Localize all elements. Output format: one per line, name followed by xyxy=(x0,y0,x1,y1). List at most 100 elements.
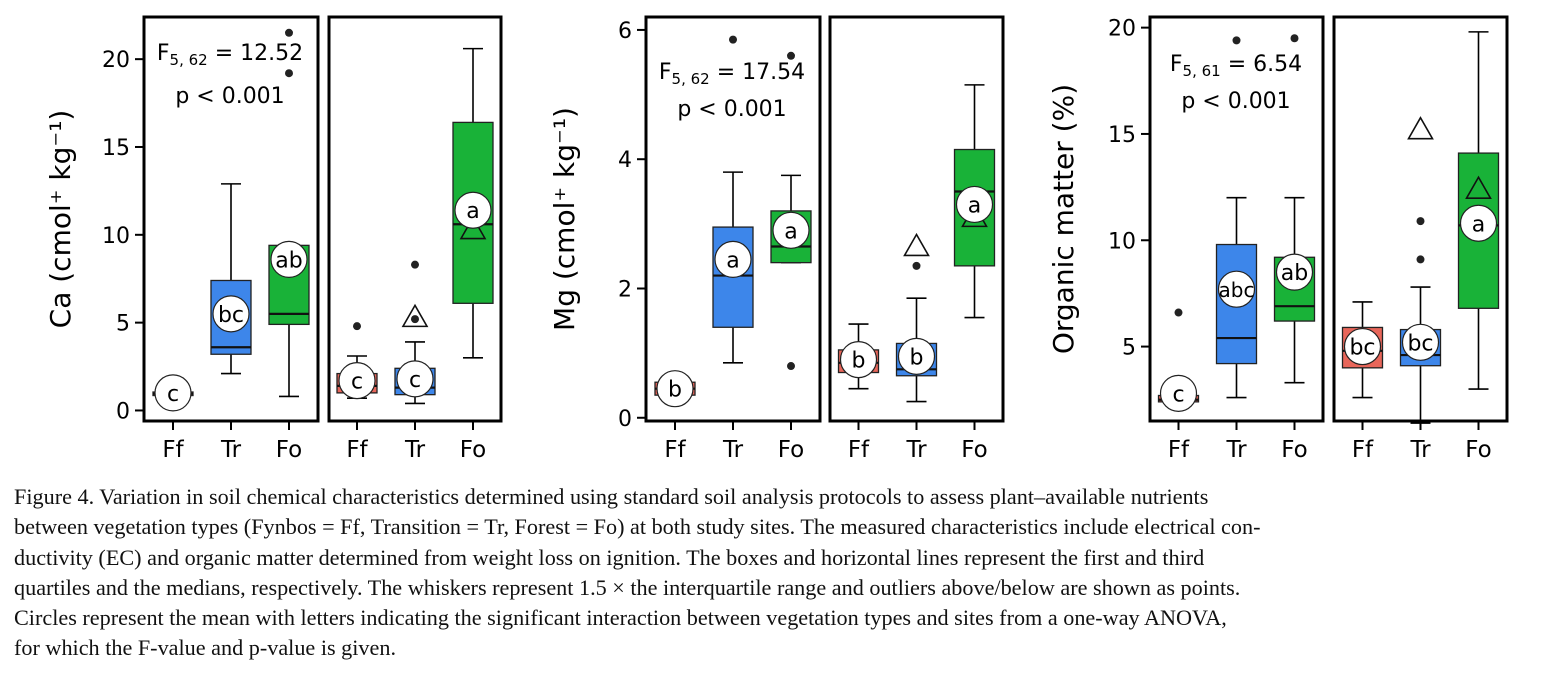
y-tick-label: 10 xyxy=(1108,229,1136,254)
caption-line: Figure 4. Variation in soil chemical cha… xyxy=(14,484,1209,509)
y-axis-label: Organic matter (%) xyxy=(1047,84,1080,354)
x-tick-label: Fo xyxy=(460,437,486,463)
x-tick-label: Ff xyxy=(848,437,870,463)
mean-circle xyxy=(154,374,192,412)
x-tick-label: Fo xyxy=(1281,437,1307,463)
p-value: p < 0.001 xyxy=(1181,89,1290,114)
x-tick-label: Ff xyxy=(162,437,184,463)
y-tick-label: 0 xyxy=(116,399,130,424)
outlier-point xyxy=(787,51,795,60)
x-tick-label: Ff xyxy=(346,437,368,463)
significance-letter: b xyxy=(668,378,682,403)
outlier-point xyxy=(285,28,293,37)
mean-circle xyxy=(1401,323,1440,361)
significance-letter: c xyxy=(409,368,421,393)
mean-circle xyxy=(1217,270,1256,308)
y-tick-label: 5 xyxy=(1122,336,1136,361)
mean-circle xyxy=(839,340,878,379)
mean-circle xyxy=(656,370,694,408)
y-tick-label: 15 xyxy=(102,136,130,161)
outlier-point xyxy=(1416,255,1425,264)
outlier-point xyxy=(1174,308,1183,317)
y-axis-label: Mg (cmol⁺ kg⁻¹) xyxy=(548,107,581,331)
y-tick-label: 2 xyxy=(618,277,632,302)
caption-line: for which the F-value and p-value is giv… xyxy=(14,635,397,661)
triangle-marker xyxy=(903,232,930,257)
outlier-point xyxy=(787,362,795,371)
significance-letter: bc xyxy=(218,303,244,328)
y-tick-label: 5 xyxy=(116,312,130,337)
outlier-point xyxy=(729,35,737,44)
outlier-point xyxy=(1290,34,1299,43)
outlier-point xyxy=(1416,217,1425,226)
x-tick-label: Ff xyxy=(664,437,686,463)
x-tick-label: Tr xyxy=(722,437,744,463)
significance-letter: c xyxy=(351,370,363,395)
x-tick-label: Ff xyxy=(1352,437,1374,463)
mean-circle xyxy=(396,360,434,398)
caption-line: quartiles and the medians, respectively.… xyxy=(14,574,1241,600)
significance-letter: a xyxy=(1472,212,1485,237)
y-axis-label: Ca (cmol⁺ kg⁻¹) xyxy=(44,110,77,329)
significance-letter: a xyxy=(466,199,479,224)
significance-letter: a xyxy=(726,248,739,273)
y-tick-label: 10 xyxy=(102,224,130,249)
y-tick-label: 15 xyxy=(1108,123,1136,148)
significance-letter: bc xyxy=(1407,331,1433,356)
significance-letter: abc xyxy=(1219,278,1255,302)
mean-circle xyxy=(454,191,492,229)
x-tick-label: Tr xyxy=(404,437,426,463)
box-tr xyxy=(1215,243,1258,365)
mean-circle xyxy=(714,240,752,278)
outlier-point xyxy=(285,69,293,78)
outlier-point xyxy=(353,322,361,331)
significance-letter: b xyxy=(910,345,924,370)
x-tick-label: Tr xyxy=(220,437,242,463)
x-tick-label: Fo xyxy=(276,437,302,463)
mean-circle xyxy=(1159,374,1198,412)
x-tick-label: Fo xyxy=(961,437,987,463)
mean-circle xyxy=(955,185,994,224)
mean-circle xyxy=(212,295,250,333)
f-statistic: F5, 61 = 6.54 xyxy=(1170,52,1302,80)
outlier-point xyxy=(1232,36,1241,45)
y-tick-label: 6 xyxy=(618,19,632,44)
triangle-marker xyxy=(1407,116,1434,140)
triangle-marker xyxy=(1465,175,1492,200)
significance-letter: a xyxy=(784,219,797,244)
significance-letter: bc xyxy=(1349,336,1375,361)
y-tick-label: 20 xyxy=(1108,17,1136,42)
mean-circle xyxy=(1459,204,1498,242)
figure-caption: Figure 4. Variation in soil chemical cha… xyxy=(14,482,1544,664)
y-tick-label: 4 xyxy=(618,148,632,173)
significance-letter: ab xyxy=(1281,261,1308,286)
x-tick-label: Fo xyxy=(778,437,804,463)
y-tick-label: 0 xyxy=(618,407,632,432)
significance-letter: ab xyxy=(275,248,302,273)
mean-circle xyxy=(897,337,936,375)
x-tick-label: Tr xyxy=(905,437,927,463)
f-statistic: F5, 62 = 17.54 xyxy=(659,60,805,88)
outlier-point xyxy=(411,315,419,324)
mean-circle xyxy=(338,362,376,400)
box-plot-figure: Ca (cmol⁺ kg⁻¹)05101520FfcTrbcFoabFfcTrc… xyxy=(44,15,1509,463)
outlier-point xyxy=(411,260,419,269)
significance-letter: c xyxy=(1172,382,1184,407)
significance-letter: c xyxy=(167,382,179,407)
caption-line: Circles represent the mean with letters … xyxy=(14,605,1227,631)
significance-letter: a xyxy=(968,193,981,218)
y-tick-label: 20 xyxy=(102,48,130,73)
x-tick-label: Tr xyxy=(1225,437,1247,463)
outlier-point xyxy=(912,261,921,270)
x-tick-label: Tr xyxy=(1409,437,1431,463)
x-tick-label: Fo xyxy=(1465,437,1491,463)
triangle-marker xyxy=(459,215,487,240)
mean-circle xyxy=(1275,253,1314,291)
caption-line: ductivity (EC) and organic matter determ… xyxy=(14,544,1205,570)
f-statistic: F5, 62 = 12.52 xyxy=(157,41,303,69)
mean-circle xyxy=(270,240,308,278)
p-value: p < 0.001 xyxy=(677,97,786,122)
triangle-marker xyxy=(401,303,429,328)
mean-circle xyxy=(772,211,810,249)
mean-circle xyxy=(1343,327,1382,366)
